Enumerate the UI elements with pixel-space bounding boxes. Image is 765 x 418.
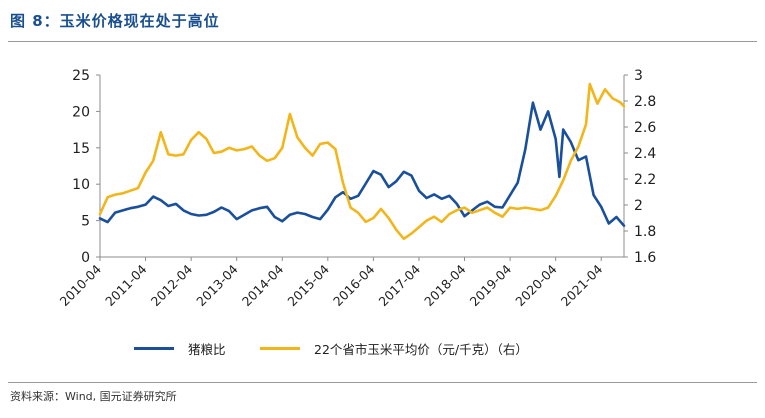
x-tick-label: 2020-04 (512, 261, 560, 309)
y-left-tick-label: 25 (72, 68, 90, 84)
legend-label-corn-price: 22个省市玉米平均价（元/千克）（右） (314, 341, 528, 357)
y-left-tick-label: 5 (81, 214, 90, 230)
x-tick-label: 2018-04 (421, 261, 469, 309)
y-right-tick-label: 2.2 (634, 172, 656, 188)
tick-labels: 05101520251.61.822.22.42.62.832010-04201… (57, 68, 657, 309)
y-right-tick-label: 1.8 (634, 224, 656, 240)
y-left-tick-label: 10 (72, 177, 90, 193)
x-tick-label: 2014-04 (239, 261, 287, 309)
x-tick-label: 2012-04 (148, 261, 196, 309)
x-tick-label: 2013-04 (193, 261, 241, 309)
y-right-tick-label: 1.6 (634, 250, 656, 266)
legend-swatch-blue (134, 346, 174, 350)
chart-axes (96, 74, 628, 261)
title-divider (8, 41, 757, 42)
legend-item-corn-price: 22个省市玉米平均价（元/千克）（右） (260, 339, 528, 357)
source-divider (8, 382, 757, 383)
chart-title: 图 8：玉米价格现在处于高位 (10, 12, 220, 30)
x-tick-label: 2016-04 (330, 261, 378, 309)
legend-label-pig-grain-ratio: 猪粮比 (188, 341, 226, 357)
series-layer (98, 82, 626, 241)
x-tick-label: 2015-04 (284, 261, 332, 309)
series-line-corn-price (98, 82, 626, 241)
x-tick-label: 2021-04 (558, 261, 606, 309)
y-right-tick-label: 3 (634, 68, 643, 84)
y-right-tick-label: 2.4 (634, 146, 656, 162)
y-left-tick-label: 15 (72, 141, 90, 157)
series-line-pig-grain-ratio (98, 101, 626, 227)
y-right-tick-label: 2 (634, 198, 643, 214)
source-note: 资料来源：Wind, 国元证券研究所 (10, 390, 177, 403)
x-tick-label: 2010-04 (57, 261, 105, 309)
y-left-tick-label: 20 (72, 104, 90, 120)
x-tick-label: 2011-04 (102, 261, 150, 309)
x-tick-label: 2017-04 (376, 261, 424, 309)
y-right-tick-label: 2.6 (634, 120, 656, 136)
line-chart: 05101520251.61.822.22.42.62.832010-04201… (57, 68, 657, 309)
legend-swatch-yellow (260, 346, 300, 350)
x-tick-label: 2019-04 (467, 261, 515, 309)
legend-item-pig-grain-ratio: 猪粮比 (134, 339, 226, 357)
y-right-tick-label: 2.8 (634, 94, 656, 110)
y-left-tick-label: 0 (81, 250, 90, 266)
